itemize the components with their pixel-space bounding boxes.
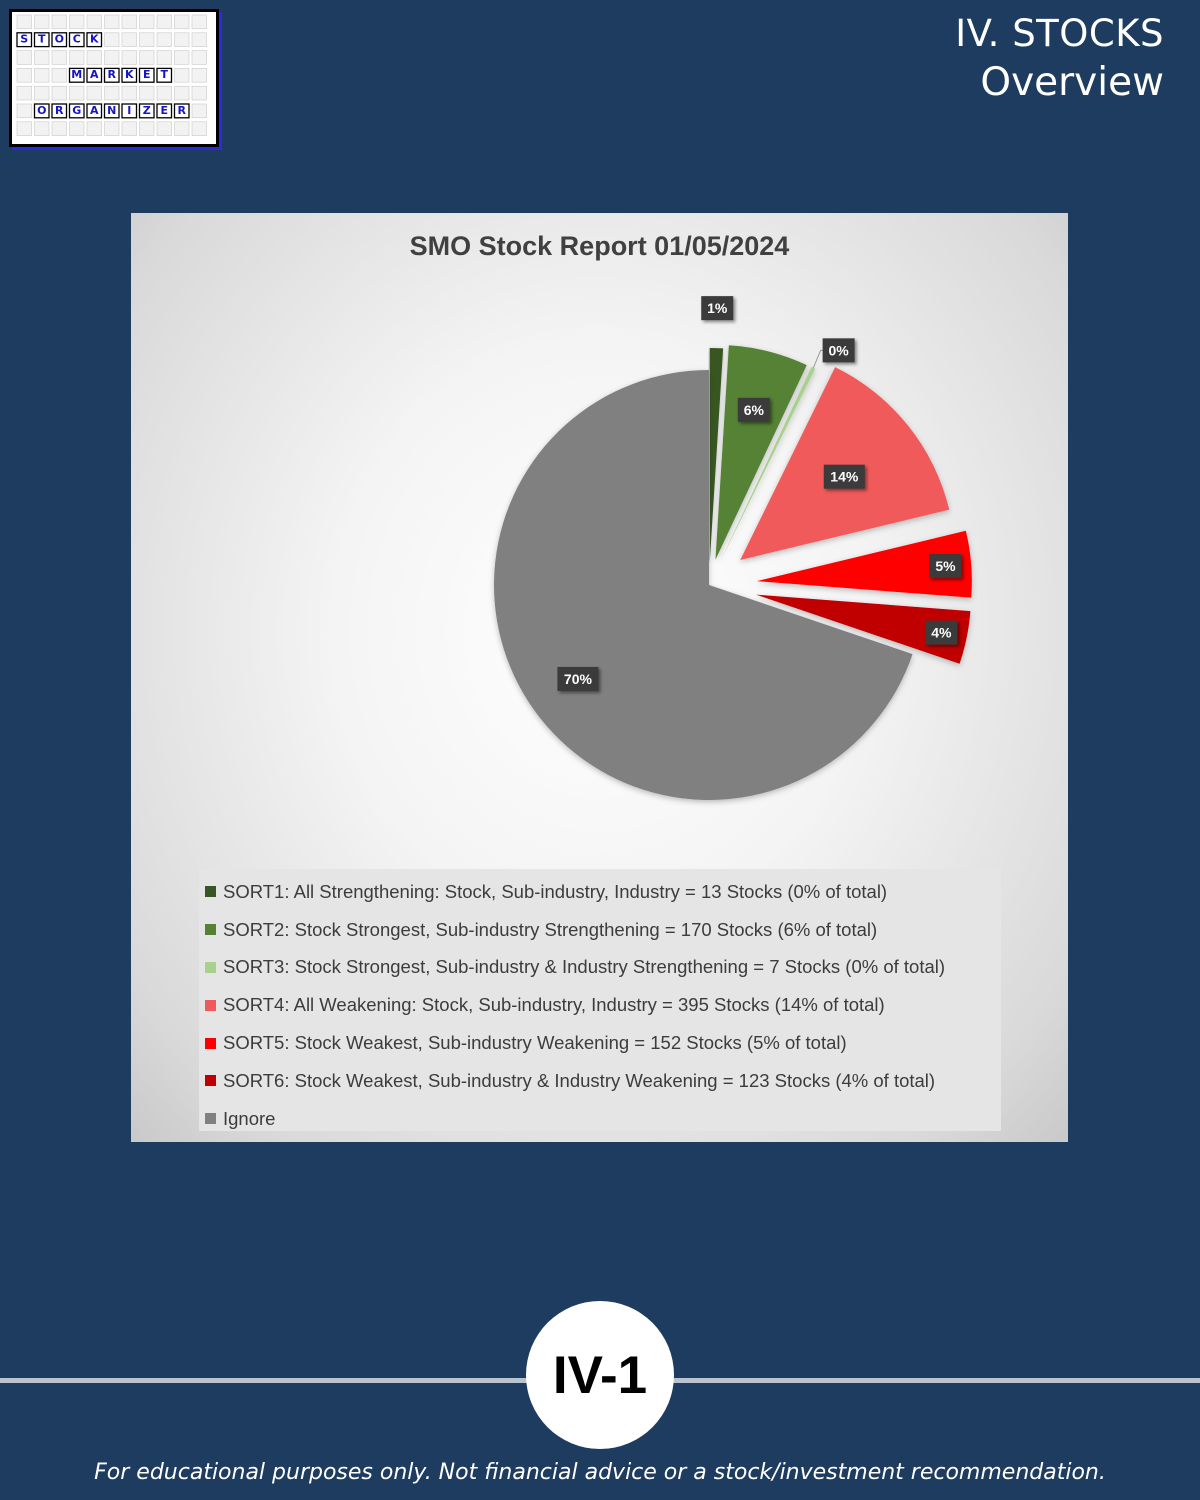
legend-item-2: SORT2: Stock Strongest, Sub-industry Str… xyxy=(205,911,1001,949)
data-label-1: 1% xyxy=(701,296,734,321)
legend-label: Ignore xyxy=(223,1107,276,1129)
legend-swatch xyxy=(205,1075,216,1087)
data-label-4: 14% xyxy=(823,464,865,489)
legend-swatch xyxy=(205,999,216,1011)
svg-text:O: O xyxy=(37,104,46,117)
svg-text:I: I xyxy=(127,104,131,117)
data-label-3: 0% xyxy=(822,338,855,363)
svg-text:4%: 4% xyxy=(931,625,952,641)
svg-text:6%: 6% xyxy=(744,402,765,418)
page-number: IV-1 xyxy=(552,1345,648,1405)
svg-text:0%: 0% xyxy=(829,342,850,358)
legend-swatch xyxy=(205,886,216,898)
data-label-2: 6% xyxy=(737,397,770,422)
svg-text:14%: 14% xyxy=(830,469,859,485)
legend-label: SORT4: All Weakening: Stock, Sub-industr… xyxy=(223,994,885,1016)
legend-label: SORT1: All Strengthening: Stock, Sub-ind… xyxy=(223,880,888,902)
chart-title: SMO Stock Report 01/05/2024 xyxy=(409,231,790,261)
svg-text:E: E xyxy=(160,104,168,117)
svg-text:R: R xyxy=(108,68,117,81)
legend-swatch xyxy=(205,1113,216,1125)
section-header: IV. STOCKS Overview xyxy=(955,12,1164,110)
svg-text:5%: 5% xyxy=(935,558,956,574)
svg-text:O: O xyxy=(55,33,64,46)
legend-label: SORT5: Stock Weakest, Sub-industry Weake… xyxy=(223,1032,847,1054)
data-label-6: 4% xyxy=(925,620,958,645)
svg-text:A: A xyxy=(90,68,99,81)
logo-grid: S T O C KM A R K E TO R G A N I Z E R xyxy=(16,14,207,136)
svg-text:C: C xyxy=(73,33,81,46)
svg-text:T: T xyxy=(160,68,168,81)
svg-text:K: K xyxy=(125,68,134,81)
legend-label: SORT2: Stock Strongest, Sub-industry Str… xyxy=(223,918,878,940)
svg-text:R: R xyxy=(178,104,187,117)
page-number-badge: IV-1 xyxy=(526,1301,674,1449)
disclaimer: For educational purposes only. Not finan… xyxy=(94,1460,1106,1485)
legend-label: SORT3: Stock Strongest, Sub-industry & I… xyxy=(223,956,946,978)
svg-text:R: R xyxy=(55,104,64,117)
svg-text:G: G xyxy=(72,104,81,117)
svg-text:70%: 70% xyxy=(564,671,593,687)
data-label-5: 5% xyxy=(929,554,962,579)
legend-item-3: SORT3: Stock Strongest, Sub-industry & I… xyxy=(205,949,1001,987)
legend-item-6: SORT6: Stock Weakest, Sub-industry & Ind… xyxy=(205,1062,1001,1100)
legend-swatch xyxy=(205,924,216,936)
legend-item-7: Ignore xyxy=(205,1100,1001,1138)
legend-swatch xyxy=(205,1037,216,1049)
svg-text:E: E xyxy=(143,68,151,81)
svg-text:1%: 1% xyxy=(707,300,728,316)
pie-chart: 1% 6% 0% 14% 5% 4% 70% xyxy=(493,296,972,800)
legend-item-5: SORT5: Stock Weakest, Sub-industry Weake… xyxy=(205,1024,1001,1062)
legend-swatch xyxy=(205,961,216,973)
svg-text:M: M xyxy=(71,68,82,81)
pie-slice-6 xyxy=(756,594,971,664)
pie-slice-1 xyxy=(709,348,724,564)
pie-slice-3 xyxy=(720,366,816,562)
chart-panel: SMO Stock Report 01/05/2024 1% 6% 0% 14% 5% 4… xyxy=(131,213,1068,1142)
svg-text:N: N xyxy=(107,104,116,117)
data-label-7: 70% xyxy=(557,666,599,691)
pie-slice-4 xyxy=(740,367,950,561)
svg-text:K: K xyxy=(90,33,99,46)
svg-text:S: S xyxy=(20,33,28,46)
chart-legend: SORT1: All Strengthening: Stock, Sub-ind… xyxy=(199,869,1001,1131)
section-subtitle: Overview xyxy=(980,60,1164,105)
pie-slice-7 xyxy=(493,370,913,800)
svg-text:A: A xyxy=(90,104,99,117)
svg-text:Z: Z xyxy=(143,104,151,117)
legend-item-4: SORT4: All Weakening: Stock, Sub-industr… xyxy=(205,986,1001,1024)
legend-label: SORT6: Stock Weakest, Sub-industry & Ind… xyxy=(223,1069,936,1091)
pie-slice-5 xyxy=(756,530,972,598)
svg-text:T: T xyxy=(38,33,46,46)
section-title: IV. STOCKS xyxy=(955,12,1164,55)
legend-item-1: SORT1: All Strengthening: Stock, Sub-ind… xyxy=(205,873,1001,911)
